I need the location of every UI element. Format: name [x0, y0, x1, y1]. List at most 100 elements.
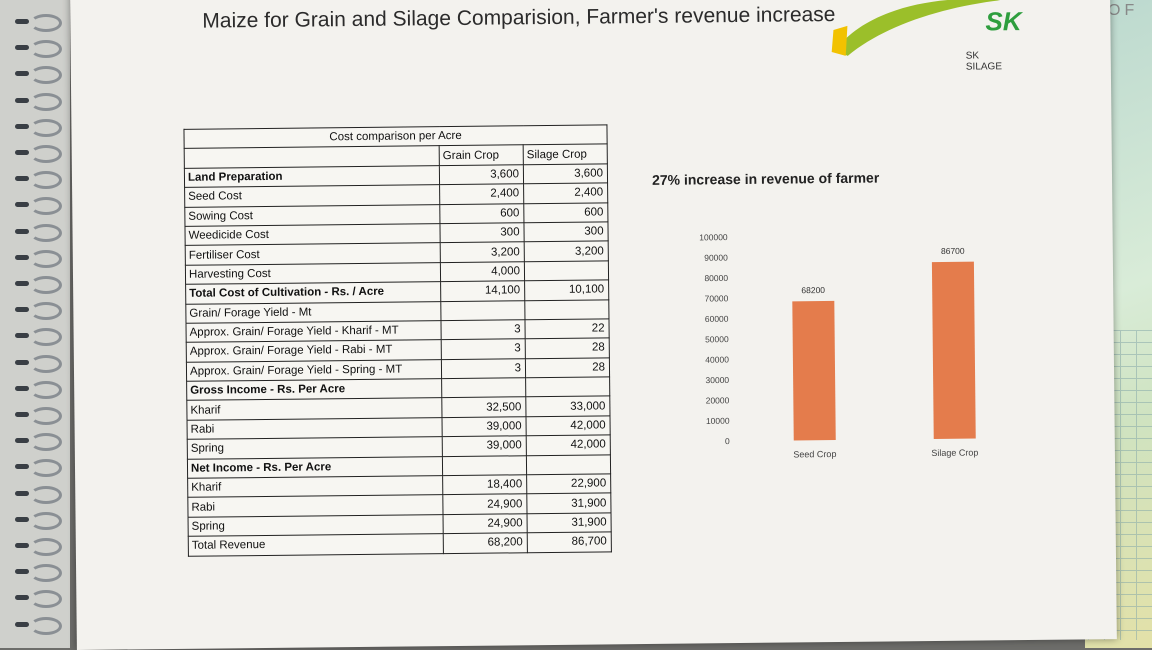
- y-tick-label: 100000: [699, 232, 728, 242]
- bar: [792, 300, 836, 441]
- row-label: Spring: [188, 514, 444, 537]
- binder-ring-icon: [15, 407, 62, 425]
- logo-swoosh-icon: [831, 0, 1001, 56]
- y-tick-label: 80000: [704, 273, 728, 283]
- binder-ring-icon: [15, 459, 62, 478]
- binder-ring-icon: [15, 14, 62, 32]
- binder-ring-icon: [15, 118, 62, 137]
- y-tick-label: 90000: [704, 253, 728, 263]
- row-label: Land Preparation: [184, 165, 440, 188]
- row-label: Rabi: [187, 495, 444, 518]
- data-label: 86700: [941, 246, 965, 256]
- grain-value: 18,400: [442, 474, 527, 496]
- binder-ring-icon: [15, 249, 62, 268]
- grain-value: 68,200: [443, 532, 528, 554]
- bar: [931, 261, 976, 439]
- binder-ring-icon: [15, 511, 62, 530]
- binder-ring-icon: [15, 354, 62, 373]
- grain-value: 4,000: [440, 261, 525, 282]
- silage-value: 22: [524, 318, 610, 340]
- silage-value: 22,900: [526, 473, 611, 495]
- grain-value: 3: [441, 358, 526, 379]
- y-tick-label: 70000: [705, 293, 729, 303]
- y-tick-label: 50000: [705, 334, 729, 344]
- row-label: Grain/ Forage Yield - Mt: [185, 301, 441, 324]
- binder-ring-icon: [15, 564, 62, 583]
- cost-comparison-table: Cost comparison per Acre Grain Crop Sila…: [183, 124, 612, 557]
- grain-value: 300: [439, 222, 525, 243]
- row-label: Kharif: [186, 398, 442, 421]
- silage-value: 28: [525, 338, 610, 359]
- y-tick-label: 30000: [705, 375, 729, 385]
- binder-ring-icon: [15, 302, 62, 321]
- document-page: Maize for Grain and Silage Comparision, …: [70, 0, 1117, 650]
- grain-value: 2,400: [439, 183, 524, 205]
- row-label: Total Revenue: [188, 533, 444, 556]
- silage-value: 2,400: [523, 183, 608, 204]
- silage-value: 31,900: [527, 512, 612, 533]
- silage-value: [525, 376, 610, 398]
- silage-value: 42,000: [525, 415, 611, 436]
- binder-ring-icon: [15, 616, 62, 635]
- row-label: Gross Income - Rs. Per Acre: [186, 378, 442, 401]
- row-label: Spring: [187, 436, 443, 459]
- x-tick-label: Seed Crop: [793, 449, 836, 459]
- grain-value: 39,000: [442, 435, 527, 457]
- binder-ring-icon: [15, 380, 62, 399]
- y-tick-label: 20000: [706, 395, 730, 405]
- binder-ring-icon: [15, 145, 62, 163]
- col-silage-crop: Silage Crop: [523, 144, 608, 165]
- binder-ring-icon: [15, 590, 62, 609]
- row-label: Approx. Grain/ Forage Yield - Rabi - MT: [186, 339, 442, 362]
- row-label: Kharif: [187, 475, 443, 498]
- silage-value: 86,700: [527, 532, 612, 553]
- silage-value: [526, 454, 611, 475]
- sk-silage-logo: SK SK SILAGE: [825, 0, 1022, 73]
- revenue-bar-chart: 0 10000 20000 30000 40000 50000 60000 70000 8000…: [699, 232, 978, 459]
- col-grain-crop: Grain Crop: [439, 145, 524, 166]
- grain-value: 3: [441, 339, 526, 360]
- row-label: Harvesting Cost: [185, 262, 441, 285]
- grain-value: 24,900: [442, 494, 528, 515]
- binder-ring-icon: [15, 197, 62, 216]
- binder-ring-icon: [15, 328, 62, 347]
- grain-value: 3: [440, 319, 526, 340]
- binder-ring-icon: [15, 538, 62, 556]
- header-blank: [184, 146, 440, 169]
- binder-ring-icon: [15, 66, 62, 85]
- row-label: Rabi: [187, 417, 443, 440]
- page-title: Maize for Grain and Silage Comparision, …: [202, 2, 836, 33]
- binder-ring-icon: [15, 40, 62, 59]
- table-row: Total Revenue 68,200 86,700: [188, 532, 612, 556]
- row-label: Sowing Cost: [184, 204, 440, 227]
- silage-value: 3,200: [524, 241, 609, 262]
- binder-ring-icon: [15, 223, 62, 242]
- logo-mark: SK: [985, 6, 1022, 37]
- silage-value: [524, 299, 609, 320]
- grain-value: 32,500: [441, 397, 526, 418]
- y-tick-label: 60000: [705, 314, 729, 324]
- grain-value: 24,900: [443, 513, 528, 534]
- grain-value: [441, 377, 526, 399]
- data-label: 68200: [801, 285, 825, 295]
- row-label: Approx. Grain/ Forage Yield - Spring - M…: [186, 359, 442, 382]
- row-label: Total Cost of Cultivation - Rs. / Acre: [185, 281, 441, 304]
- silage-value: [524, 260, 609, 281]
- silage-value: 28: [525, 357, 610, 378]
- row-label: Approx. Grain/ Forage Yield - Kharif - M…: [185, 320, 442, 343]
- y-tick-label: 10000: [706, 416, 730, 426]
- binder-ring-icon: [15, 276, 62, 294]
- grain-value: 39,000: [441, 416, 527, 437]
- silage-value: 42,000: [526, 435, 611, 456]
- silage-value: 31,900: [526, 493, 612, 514]
- row-label: Seed Cost: [184, 184, 440, 207]
- chart-title: 27% increase in revenue of farmer: [651, 169, 880, 188]
- grain-value: [442, 455, 527, 476]
- logo-text: SK SILAGE: [965, 50, 1003, 73]
- silage-value: 600: [523, 202, 608, 223]
- binder-ring-icon: [15, 485, 62, 504]
- grain-value: 14,100: [440, 280, 525, 302]
- row-label: Weedicide Cost: [184, 223, 441, 246]
- row-label: Fertiliser Cost: [185, 242, 441, 266]
- binder-ring-icon: [15, 171, 62, 190]
